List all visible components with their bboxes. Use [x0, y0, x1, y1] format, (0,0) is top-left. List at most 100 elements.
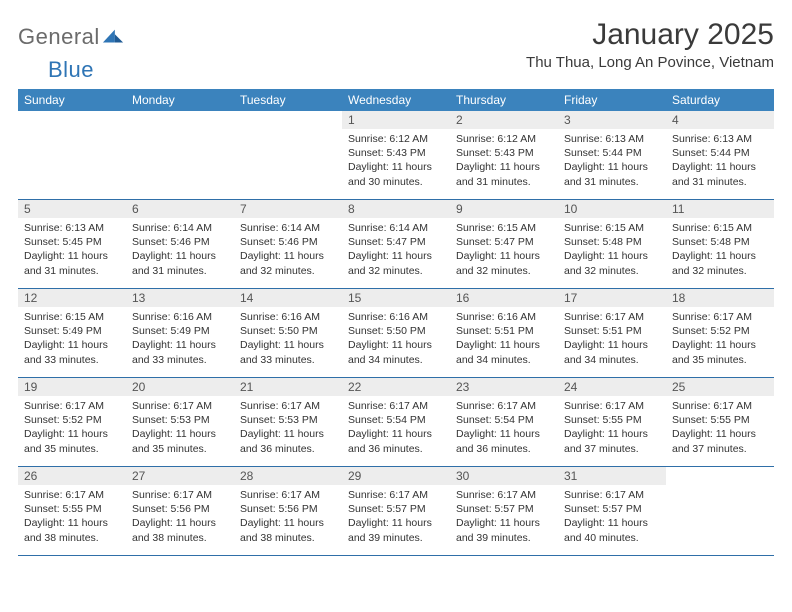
day-dl1: Daylight: 11 hours [564, 249, 660, 263]
calendar-weeks: 1Sunrise: 6:12 AMSunset: 5:43 PMDaylight… [18, 111, 774, 556]
day-body: Sunrise: 6:13 AMSunset: 5:44 PMDaylight:… [558, 129, 666, 195]
day-dl1: Daylight: 11 hours [240, 427, 336, 441]
day-dl1: Daylight: 11 hours [564, 338, 660, 352]
page-subtitle: Thu Thua, Long An Povince, Vietnam [526, 54, 774, 71]
day-body: Sunrise: 6:13 AMSunset: 5:45 PMDaylight:… [18, 218, 126, 284]
day-dl2: and 40 minutes. [564, 531, 660, 545]
day-sr: Sunrise: 6:17 AM [456, 399, 552, 413]
day-cell: 19Sunrise: 6:17 AMSunset: 5:52 PMDayligh… [18, 378, 126, 466]
day-dl2: and 35 minutes. [132, 442, 228, 456]
day-ss: Sunset: 5:47 PM [456, 235, 552, 249]
day-cell [18, 111, 126, 199]
day-dl2: and 36 minutes. [348, 442, 444, 456]
day-number: 8 [342, 200, 450, 218]
day-number: 25 [666, 378, 774, 396]
day-sr: Sunrise: 6:15 AM [672, 221, 768, 235]
day-dl1: Daylight: 11 hours [672, 338, 768, 352]
day-body: Sunrise: 6:17 AMSunset: 5:56 PMDaylight:… [234, 485, 342, 551]
day-dl1: Daylight: 11 hours [456, 160, 552, 174]
day-number: 12 [18, 289, 126, 307]
day-dl1: Daylight: 11 hours [24, 427, 120, 441]
day-ss: Sunset: 5:57 PM [456, 502, 552, 516]
day-cell: 6Sunrise: 6:14 AMSunset: 5:46 PMDaylight… [126, 200, 234, 288]
day-dl1: Daylight: 11 hours [132, 427, 228, 441]
day-number: 19 [18, 378, 126, 396]
day-cell: 7Sunrise: 6:14 AMSunset: 5:46 PMDaylight… [234, 200, 342, 288]
day-dl2: and 34 minutes. [348, 353, 444, 367]
day-cell: 2Sunrise: 6:12 AMSunset: 5:43 PMDaylight… [450, 111, 558, 199]
day-number: 23 [450, 378, 558, 396]
day-cell: 30Sunrise: 6:17 AMSunset: 5:57 PMDayligh… [450, 467, 558, 555]
day-ss: Sunset: 5:50 PM [348, 324, 444, 338]
day-dl1: Daylight: 11 hours [132, 516, 228, 530]
day-number: 2 [450, 111, 558, 129]
day-sr: Sunrise: 6:16 AM [240, 310, 336, 324]
day-dl1: Daylight: 11 hours [456, 338, 552, 352]
dow-cell: Sunday [18, 89, 126, 111]
day-dl2: and 31 minutes. [132, 264, 228, 278]
day-body: Sunrise: 6:17 AMSunset: 5:53 PMDaylight:… [126, 396, 234, 462]
day-body: Sunrise: 6:15 AMSunset: 5:47 PMDaylight:… [450, 218, 558, 284]
day-dl1: Daylight: 11 hours [348, 516, 444, 530]
day-sr: Sunrise: 6:12 AM [348, 132, 444, 146]
day-cell: 31Sunrise: 6:17 AMSunset: 5:57 PMDayligh… [558, 467, 666, 555]
day-dl2: and 32 minutes. [348, 264, 444, 278]
day-body: Sunrise: 6:17 AMSunset: 5:52 PMDaylight:… [18, 396, 126, 462]
day-cell: 8Sunrise: 6:14 AMSunset: 5:47 PMDaylight… [342, 200, 450, 288]
day-dl2: and 35 minutes. [24, 442, 120, 456]
dow-row: SundayMondayTuesdayWednesdayThursdayFrid… [18, 89, 774, 111]
dow-cell: Thursday [450, 89, 558, 111]
day-number: 13 [126, 289, 234, 307]
day-sr: Sunrise: 6:17 AM [240, 399, 336, 413]
day-number: 21 [234, 378, 342, 396]
logo: General [18, 18, 126, 50]
day-sr: Sunrise: 6:16 AM [132, 310, 228, 324]
day-cell: 20Sunrise: 6:17 AMSunset: 5:53 PMDayligh… [126, 378, 234, 466]
day-dl1: Daylight: 11 hours [132, 338, 228, 352]
day-cell: 29Sunrise: 6:17 AMSunset: 5:57 PMDayligh… [342, 467, 450, 555]
day-sr: Sunrise: 6:14 AM [132, 221, 228, 235]
day-ss: Sunset: 5:55 PM [24, 502, 120, 516]
day-cell: 14Sunrise: 6:16 AMSunset: 5:50 PMDayligh… [234, 289, 342, 377]
day-sr: Sunrise: 6:17 AM [456, 488, 552, 502]
day-cell: 15Sunrise: 6:16 AMSunset: 5:50 PMDayligh… [342, 289, 450, 377]
day-sr: Sunrise: 6:12 AM [456, 132, 552, 146]
day-body: Sunrise: 6:15 AMSunset: 5:48 PMDaylight:… [666, 218, 774, 284]
day-sr: Sunrise: 6:17 AM [24, 488, 120, 502]
day-ss: Sunset: 5:57 PM [564, 502, 660, 516]
day-ss: Sunset: 5:53 PM [132, 413, 228, 427]
day-body: Sunrise: 6:16 AMSunset: 5:50 PMDaylight:… [234, 307, 342, 373]
day-dl2: and 32 minutes. [672, 264, 768, 278]
week-row: 12Sunrise: 6:15 AMSunset: 5:49 PMDayligh… [18, 289, 774, 378]
day-number: 29 [342, 467, 450, 485]
day-dl1: Daylight: 11 hours [564, 516, 660, 530]
day-dl2: and 31 minutes. [24, 264, 120, 278]
day-body: Sunrise: 6:14 AMSunset: 5:47 PMDaylight:… [342, 218, 450, 284]
day-ss: Sunset: 5:50 PM [240, 324, 336, 338]
day-body: Sunrise: 6:16 AMSunset: 5:50 PMDaylight:… [342, 307, 450, 373]
day-dl2: and 39 minutes. [456, 531, 552, 545]
day-dl1: Daylight: 11 hours [348, 427, 444, 441]
day-cell: 23Sunrise: 6:17 AMSunset: 5:54 PMDayligh… [450, 378, 558, 466]
day-ss: Sunset: 5:44 PM [672, 146, 768, 160]
day-sr: Sunrise: 6:15 AM [456, 221, 552, 235]
day-cell: 13Sunrise: 6:16 AMSunset: 5:49 PMDayligh… [126, 289, 234, 377]
day-dl1: Daylight: 11 hours [132, 249, 228, 263]
week-row: 26Sunrise: 6:17 AMSunset: 5:55 PMDayligh… [18, 467, 774, 556]
day-body: Sunrise: 6:17 AMSunset: 5:57 PMDaylight:… [342, 485, 450, 551]
day-dl2: and 31 minutes. [564, 175, 660, 189]
dow-cell: Monday [126, 89, 234, 111]
day-dl1: Daylight: 11 hours [456, 516, 552, 530]
day-body: Sunrise: 6:15 AMSunset: 5:49 PMDaylight:… [18, 307, 126, 373]
day-ss: Sunset: 5:43 PM [348, 146, 444, 160]
day-cell: 25Sunrise: 6:17 AMSunset: 5:55 PMDayligh… [666, 378, 774, 466]
day-number: 5 [18, 200, 126, 218]
day-sr: Sunrise: 6:13 AM [564, 132, 660, 146]
day-dl2: and 34 minutes. [456, 353, 552, 367]
day-dl2: and 33 minutes. [132, 353, 228, 367]
day-sr: Sunrise: 6:15 AM [564, 221, 660, 235]
day-body: Sunrise: 6:17 AMSunset: 5:54 PMDaylight:… [450, 396, 558, 462]
day-body: Sunrise: 6:17 AMSunset: 5:55 PMDaylight:… [18, 485, 126, 551]
day-dl2: and 33 minutes. [240, 353, 336, 367]
day-number: 3 [558, 111, 666, 129]
